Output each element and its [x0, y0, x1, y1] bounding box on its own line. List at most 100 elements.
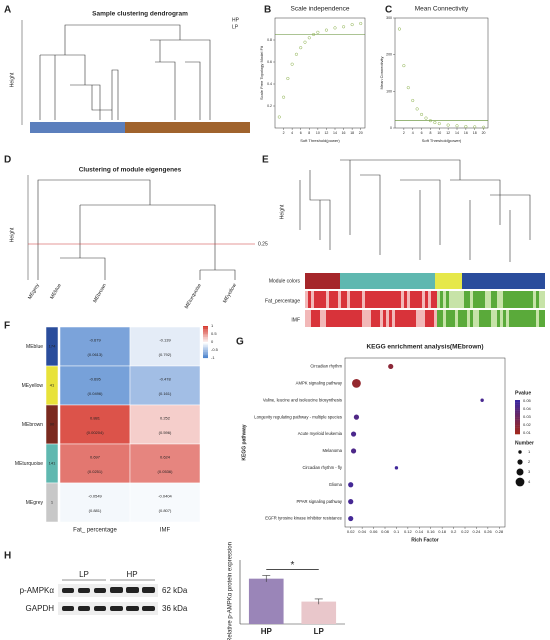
- trait-stripe: [416, 310, 419, 327]
- trait-stripe: [512, 310, 515, 327]
- dot: [394, 466, 399, 470]
- trait-stripe: [311, 291, 314, 308]
- colorbar: [515, 410, 520, 413]
- trait-stripe: [371, 310, 374, 327]
- trait-stripe: [467, 291, 470, 308]
- colorbar: [203, 348, 208, 351]
- x-tick-label: 4: [412, 131, 414, 135]
- group-bar: [125, 122, 250, 133]
- trait-stripe: [455, 291, 458, 308]
- trait-stripe: [374, 291, 377, 308]
- trait-stripe: [362, 291, 365, 308]
- title: Mean Connectivity: [415, 6, 469, 13]
- trait-stripe: [464, 291, 467, 308]
- cell-pvalue: (0.596): [159, 430, 172, 435]
- legend-dot: [518, 450, 522, 454]
- y-tick-label: 300: [386, 16, 392, 20]
- x-tick-label: 14: [333, 131, 337, 135]
- x-tick-label: 0.12: [404, 529, 413, 534]
- trait-stripe: [431, 310, 434, 327]
- leaf-label: MEblue: [49, 282, 63, 300]
- panel-label: F: [4, 321, 10, 332]
- trait-stripe: [368, 310, 371, 327]
- trait-stripe: [419, 310, 422, 327]
- trait-stripe: [407, 310, 410, 327]
- trait-stripe: [347, 291, 350, 308]
- bar: [301, 601, 337, 624]
- trait-stripe: [308, 291, 311, 308]
- trait-stripe: [542, 291, 545, 308]
- x-tick-label: 0.22: [461, 529, 470, 534]
- panel-label: G: [236, 337, 244, 348]
- trait-stripe: [521, 310, 524, 327]
- panel-label: E: [262, 155, 269, 166]
- trait-stripe: [425, 310, 428, 327]
- category-label: Valine, leucine and isoleucine biosynthe…: [263, 397, 342, 402]
- trait-stripe: [323, 310, 326, 327]
- trait-stripe: [491, 291, 494, 308]
- trait-stripe: [464, 310, 467, 327]
- x-tick-label: 8: [429, 131, 431, 135]
- plot-frame: [344, 357, 506, 528]
- x-tick-label: 6: [300, 131, 302, 135]
- point: [464, 124, 468, 129]
- trait-stripe: [320, 310, 323, 327]
- point: [420, 112, 424, 116]
- trait-stripe: [506, 310, 509, 327]
- trait-stripe: [443, 310, 446, 327]
- point: [299, 46, 303, 50]
- trait-stripe: [485, 291, 488, 308]
- trait-stripe: [458, 310, 461, 327]
- trait-stripe: [530, 310, 533, 327]
- trait-stripe: [401, 291, 404, 308]
- trait-stripe: [539, 291, 542, 308]
- dot: [350, 431, 357, 437]
- colorbar: [515, 425, 520, 428]
- point: [437, 122, 441, 126]
- colorbar: [203, 334, 208, 336]
- trait-stripe: [344, 310, 347, 327]
- x-tick-label: 0.28: [495, 529, 504, 534]
- trait-stripe: [503, 291, 506, 308]
- trait-stripe: [401, 310, 404, 327]
- heat-cell: [129, 482, 201, 523]
- y-tick-label: 0.2: [267, 104, 272, 108]
- point: [277, 115, 281, 119]
- trait-stripe: [440, 291, 443, 308]
- colorbar: [203, 354, 208, 357]
- x-tick-label: 0.08: [381, 529, 390, 534]
- leaf-label: MEturquoise: [184, 282, 203, 309]
- category-label: Circadian rhythm: [310, 364, 342, 369]
- panel-label: B: [264, 5, 271, 16]
- x-tick-label: 0.02: [347, 529, 356, 534]
- point: [342, 25, 346, 29]
- legend-tick: 2: [528, 459, 531, 464]
- trait-stripe: [461, 310, 464, 327]
- trait-stripe: [521, 291, 524, 308]
- point: [455, 124, 459, 128]
- cut-label: 0.25: [258, 241, 268, 247]
- trait-stripe: [413, 291, 416, 308]
- trait-stripe: [500, 310, 503, 327]
- cell-value: 0.252: [160, 416, 171, 421]
- colorbar: [515, 404, 520, 407]
- size-label: 62 kDa: [162, 586, 188, 595]
- x-label: Rich Factor: [411, 537, 439, 543]
- cell-value: -0.0549: [88, 494, 102, 499]
- category-label: Acute myeloid leukemia: [298, 431, 343, 436]
- point: [433, 120, 437, 125]
- trait-stripe: [398, 291, 401, 308]
- trait-stripe: [536, 291, 539, 308]
- module-track: [462, 273, 545, 289]
- trait-stripe: [353, 291, 356, 308]
- dot: [348, 499, 354, 505]
- colorbar: [203, 351, 208, 354]
- trait-stripe: [449, 310, 452, 327]
- heat-cell: [59, 404, 131, 445]
- legend-tick: 4: [528, 479, 531, 484]
- x-tick-label: 6: [421, 131, 423, 135]
- x-tick-label: 4: [291, 131, 293, 135]
- leaf-label: MEbrown: [92, 282, 108, 303]
- track-label: Module colors: [269, 278, 301, 284]
- module-size: 141: [49, 461, 56, 466]
